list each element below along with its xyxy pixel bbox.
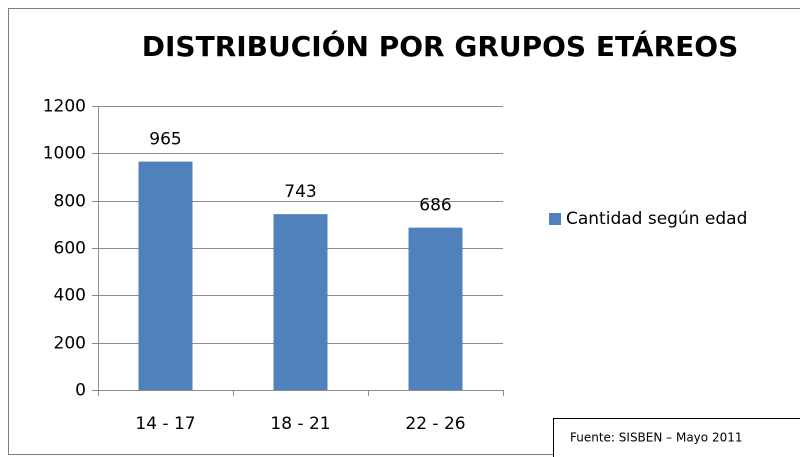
legend-label: Cantidad según edad	[566, 209, 747, 229]
y-tick-label: 200	[54, 334, 86, 354]
chart-title: DISTRIBUCIÓN POR GRUPOS ETÁREOS	[142, 29, 738, 63]
data-label: 686	[419, 196, 451, 216]
bar	[408, 227, 463, 390]
bar	[273, 214, 328, 390]
y-tick-label: 400	[54, 286, 86, 306]
data-label: 743	[284, 182, 316, 202]
bar	[138, 161, 193, 390]
y-tick-label: 1000	[43, 144, 86, 164]
y-tick-label: 800	[54, 192, 86, 212]
data-label: 965	[149, 130, 181, 150]
source-box	[553, 418, 800, 457]
x-tick-label: 14 - 17	[135, 414, 195, 434]
y-tick-label: 1200	[43, 97, 86, 117]
legend-swatch	[549, 213, 561, 225]
x-tick-label: 22 - 26	[405, 414, 465, 434]
y-tick-label: 0	[75, 381, 86, 401]
x-tick-label: 18 - 21	[270, 414, 330, 434]
y-tick-label: 600	[54, 239, 86, 259]
chart-frame	[8, 8, 800, 455]
source-text: Fuente: SISBEN – Mayo 2011	[570, 431, 742, 445]
